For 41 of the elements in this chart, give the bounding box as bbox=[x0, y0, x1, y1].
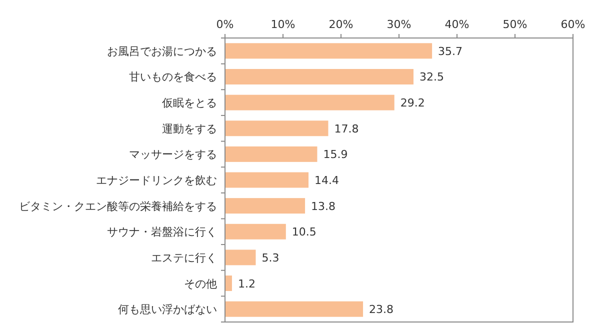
bar bbox=[225, 276, 232, 292]
bar bbox=[225, 198, 306, 214]
y-tick-label: お風呂でお湯につかる bbox=[107, 44, 217, 58]
bar bbox=[225, 120, 328, 136]
data-label: 23.8 bbox=[369, 303, 394, 316]
bar bbox=[225, 172, 309, 188]
x-tick-label: 50% bbox=[502, 18, 528, 31]
x-tick-label: 40% bbox=[444, 18, 470, 31]
bar bbox=[225, 250, 256, 266]
y-tick-label: エナジードリンクを飲む bbox=[96, 174, 217, 187]
bar bbox=[225, 94, 394, 110]
data-label: 10.5 bbox=[292, 226, 316, 239]
data-label: 1.2 bbox=[238, 277, 256, 290]
x-tick-label: 10% bbox=[270, 18, 296, 31]
y-tick-label: マッサージをする bbox=[129, 148, 217, 162]
bar bbox=[225, 146, 318, 162]
y-tick-label: サウナ・岩盤浴に行く bbox=[107, 226, 217, 239]
data-label: 13.8 bbox=[311, 200, 336, 213]
data-label: 14.4 bbox=[314, 174, 340, 187]
y-tick-label: エステに行く bbox=[151, 251, 217, 264]
plot: 0% 10% 20% 30% 40% 50% 60% 35.7 32.5 29.2 17.8 15.9 14.4 13.8 10.5 5.3 1.2 23.8 お風呂でお湯につかる 甘いものを食べる 仮眠をとる 運動をする マッサージをする エナジードリンクを飲む ビタミン・クエン酸等の栄養補給をする サウナ・岩盤浴に行く エステに行く その他 何も思い浮かばない bbox=[19, 18, 586, 322]
x-tick-label: 0% bbox=[216, 18, 234, 31]
data-label: 17.8 bbox=[334, 122, 359, 136]
data-label: 32.5 bbox=[420, 70, 444, 84]
bar bbox=[225, 43, 432, 59]
y-tick-label: ビタミン・クエン酸等の栄養補給をする bbox=[19, 200, 217, 213]
x-tick-label: 60% bbox=[560, 18, 586, 31]
data-label: 35.7 bbox=[438, 44, 463, 58]
data-label: 29.2 bbox=[400, 96, 425, 110]
y-tick-label: 運動をする bbox=[162, 122, 217, 136]
data-label: 15.9 bbox=[323, 148, 348, 162]
y-tick-label: 仮眠をとる bbox=[162, 96, 217, 110]
y-tick-label: 何も思い浮かばない bbox=[118, 303, 217, 316]
bar bbox=[225, 68, 414, 84]
bar bbox=[225, 301, 364, 317]
x-tick-label: 30% bbox=[386, 18, 412, 31]
x-tick-label: 20% bbox=[328, 18, 354, 31]
y-tick-label: その他 bbox=[184, 277, 217, 290]
bar bbox=[225, 224, 286, 240]
y-tick-label: 甘いものを食べる bbox=[129, 70, 217, 84]
data-label: 5.3 bbox=[262, 251, 280, 264]
